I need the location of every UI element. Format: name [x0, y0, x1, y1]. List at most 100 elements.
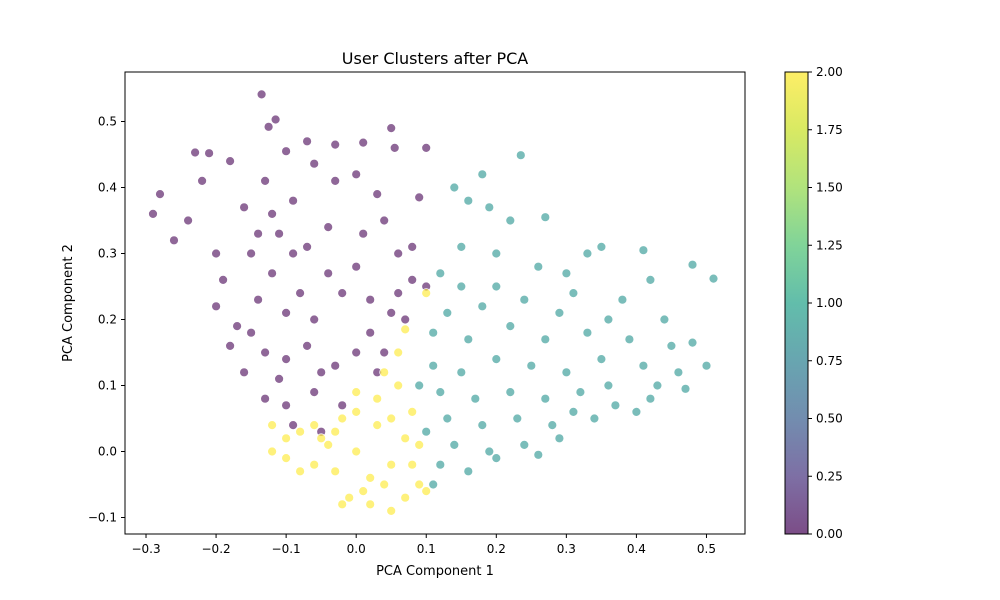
- data-point-cluster-0: [288, 420, 299, 431]
- data-point-cluster-2: [407, 406, 418, 417]
- data-point-cluster-0: [288, 248, 299, 259]
- data-point-cluster-0: [246, 327, 257, 338]
- data-point-cluster-0: [365, 294, 376, 305]
- data-point-cluster-1: [477, 301, 488, 312]
- data-point-cluster-1: [638, 360, 649, 371]
- data-point-cluster-0: [407, 241, 418, 252]
- plot-frame: [124, 71, 746, 535]
- data-point-cluster-0: [330, 360, 341, 371]
- data-point-cluster-2: [330, 426, 341, 437]
- colorbar-tick-label: 1.00: [816, 296, 843, 310]
- data-point-cluster-1: [568, 288, 579, 299]
- data-point-cluster-0: [309, 387, 320, 398]
- data-point-cluster-1: [652, 380, 663, 391]
- data-point-cluster-0: [351, 261, 362, 272]
- data-point-cluster-0: [330, 175, 341, 186]
- data-point-cluster-0: [288, 195, 299, 206]
- data-point-cluster-1: [484, 446, 495, 457]
- data-point-cluster-2: [386, 505, 397, 516]
- data-point-cluster-1: [561, 268, 572, 279]
- data-point-cluster-0: [225, 340, 236, 351]
- colorbar-tick-label: 2.00: [816, 65, 843, 79]
- y-tick-label: 0.2: [98, 313, 117, 327]
- data-point-cluster-0: [309, 314, 320, 325]
- colorbar-tick-label: 1.25: [816, 238, 843, 252]
- data-point-cluster-1: [687, 259, 698, 270]
- data-point-cluster-2: [323, 439, 334, 450]
- data-point-cluster-0: [421, 142, 432, 153]
- data-point-cluster-1: [589, 413, 600, 424]
- data-point-cluster-2: [309, 459, 320, 470]
- data-point-cluster-1: [456, 241, 467, 252]
- data-point-cluster-1: [484, 202, 495, 213]
- colorbar-ticks: 0.00 0.25 0.50 0.75 1.00 1.25 1.50 1.75 2.00: [808, 65, 843, 541]
- colorbar-tick-label: 0.50: [816, 412, 843, 426]
- data-point-cluster-0: [337, 288, 348, 299]
- data-point-cluster-0: [302, 136, 313, 147]
- x-axis-label: PCA Component 1: [376, 564, 494, 579]
- data-point-cluster-0: [323, 222, 334, 233]
- data-point-cluster-0: [183, 215, 194, 226]
- data-point-cluster-2: [386, 459, 397, 470]
- data-point-cluster-0: [267, 268, 278, 279]
- data-point-cluster-1: [449, 182, 460, 193]
- y-tick-label: 0.1: [98, 379, 117, 393]
- data-point-cluster-0: [365, 327, 376, 338]
- data-point-cluster-1: [442, 413, 453, 424]
- data-point-cluster-0: [274, 228, 285, 239]
- data-point-cluster-1: [575, 387, 586, 398]
- data-point-cluster-2: [330, 466, 341, 477]
- data-point-cluster-1: [645, 274, 656, 285]
- data-point-cluster-1: [596, 241, 607, 252]
- y-tick-label: 0.4: [98, 181, 117, 195]
- data-point-cluster-1: [701, 360, 712, 371]
- data-point-cluster-1: [442, 307, 453, 318]
- data-point-cluster-0: [302, 241, 313, 252]
- x-tick-label: −0.1: [272, 542, 301, 556]
- data-point-cluster-1: [519, 439, 530, 450]
- data-point-cluster-1: [435, 459, 446, 470]
- data-point-cluster-0: [393, 248, 404, 259]
- data-point-cluster-2: [351, 446, 362, 457]
- data-point-cluster-1: [463, 466, 474, 477]
- data-point-cluster-1: [456, 281, 467, 292]
- data-point-cluster-0: [337, 400, 348, 411]
- data-point-cluster-1: [491, 248, 502, 259]
- data-point-cluster-2: [372, 420, 383, 431]
- colorbar-tick-label: 0.75: [816, 354, 843, 368]
- data-point-cluster-2: [400, 492, 411, 503]
- data-point-cluster-1: [428, 479, 439, 490]
- data-point-cluster-0: [218, 274, 229, 285]
- data-point-cluster-0: [386, 123, 397, 134]
- data-point-cluster-2: [365, 499, 376, 510]
- data-point-cluster-0: [316, 367, 327, 378]
- data-point-cluster-1: [568, 406, 579, 417]
- data-point-cluster-1: [477, 420, 488, 431]
- data-point-cluster-1: [561, 367, 572, 378]
- data-point-cluster-0: [260, 393, 271, 404]
- y-tick-label: 0.3: [98, 247, 117, 261]
- data-point-cluster-0: [400, 314, 411, 325]
- data-point-cluster-1: [505, 387, 516, 398]
- data-point-cluster-2: [267, 420, 278, 431]
- data-point-cluster-1: [659, 314, 670, 325]
- data-point-cluster-0: [239, 202, 250, 213]
- colorbar-tick-label: 1.50: [816, 181, 843, 195]
- data-point-cluster-1: [491, 453, 502, 464]
- x-tick-label: 0.3: [557, 542, 576, 556]
- data-point-cluster-0: [407, 274, 418, 285]
- y-tick-label: −0.1: [88, 511, 117, 525]
- data-point-cluster-0: [379, 347, 390, 358]
- colorbar-tick-label: 1.75: [816, 123, 843, 137]
- data-point-cluster-0: [295, 288, 306, 299]
- colorbar: [785, 72, 808, 534]
- data-point-cluster-2: [407, 459, 418, 470]
- data-point-cluster-1: [610, 400, 621, 411]
- data-point-cluster-2: [414, 479, 425, 490]
- data-point-cluster-2: [414, 439, 425, 450]
- data-point-cluster-0: [246, 248, 257, 259]
- data-point-cluster-1: [540, 393, 551, 404]
- data-point-cluster-1: [708, 273, 719, 284]
- data-point-cluster-0: [225, 156, 236, 167]
- data-point-cluster-0: [232, 321, 243, 332]
